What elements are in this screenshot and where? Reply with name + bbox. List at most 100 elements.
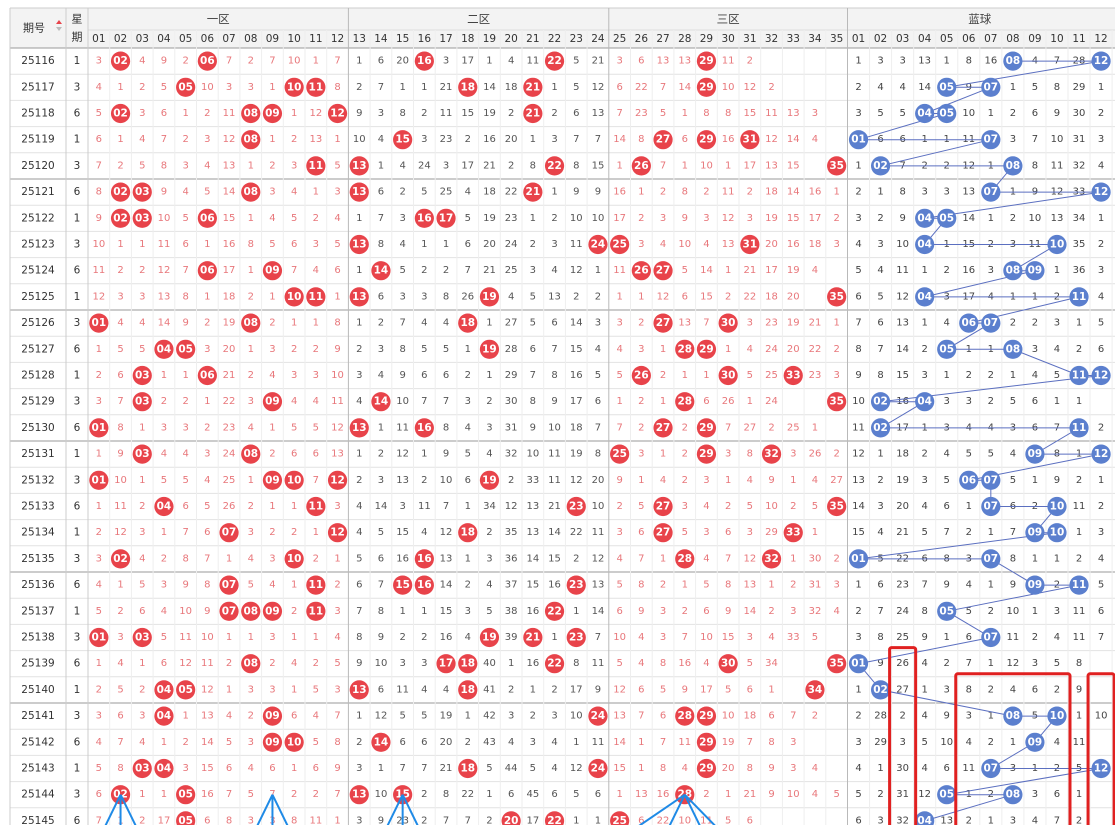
blue-ball (1025, 261, 1045, 281)
red-miss-value: 5 (573, 56, 579, 67)
red-miss-value: 7 (638, 711, 644, 722)
red-miss-value: 4 (139, 56, 145, 67)
red-miss-value: 2 (313, 213, 319, 224)
blue-miss-value: 7 (966, 658, 972, 669)
red-miss-value: 8 (551, 370, 557, 381)
red-miss-value: 24 (418, 160, 431, 171)
blue-miss-value: 3 (1032, 344, 1038, 355)
weekday-label: 1 (74, 684, 81, 696)
blue-ball (915, 208, 935, 228)
red-miss-value: 1 (182, 370, 188, 381)
red-miss-value: 1 (551, 187, 557, 198)
red-miss-value: 1 (573, 737, 579, 748)
red-miss-value: 4 (161, 606, 167, 617)
blue-ball-number: 07 (984, 763, 999, 775)
red-miss-value: 1 (356, 213, 362, 224)
issue-label: 25120 (21, 160, 54, 172)
blue-miss-value: 3 (1010, 815, 1016, 825)
red-miss-value: 5 (334, 160, 340, 171)
red-miss-value: 26 (722, 396, 735, 407)
red-ball (154, 680, 174, 700)
red-miss-value: 1 (551, 82, 557, 93)
red-miss-value: 1 (269, 501, 275, 512)
red-miss-value: 1 (291, 632, 297, 643)
blue-miss-value: 2 (988, 370, 994, 381)
red-miss-value: 3 (269, 684, 275, 695)
blue-ball (915, 103, 935, 124)
weekday-label: 3 (74, 632, 81, 644)
blue-miss-value: 10 (1029, 213, 1042, 224)
blue-miss-value: 1 (1098, 82, 1104, 93)
red-miss-value: 6 (204, 815, 210, 825)
red-miss-value: 8 (399, 344, 405, 355)
red-miss-value: 2 (638, 422, 644, 433)
red-miss-value: 2 (616, 501, 622, 512)
red-miss-value: 1 (226, 684, 232, 695)
red-ball-number: 28 (677, 553, 692, 565)
blue-ball-number: 11 (1072, 370, 1087, 382)
red-ball-number: 09 (265, 108, 280, 120)
red-miss-value: 12 (743, 82, 756, 93)
blue-miss-value: 1 (1032, 475, 1038, 486)
red-miss-value: 6 (747, 684, 753, 695)
red-miss-value: 19 (765, 213, 778, 224)
red-miss-value: 15 (700, 291, 713, 302)
red-miss-value: 10 (158, 213, 171, 224)
red-number-header: 34 (808, 33, 822, 45)
red-miss-value: 40 (483, 658, 496, 669)
blue-ball (981, 627, 1001, 648)
red-ball (696, 418, 717, 438)
red-miss-value: 8 (443, 291, 449, 302)
red-miss-value: 2 (117, 606, 123, 617)
blue-miss-value: 2 (1032, 632, 1038, 643)
blue-miss-value: 1 (855, 160, 861, 171)
red-miss-value: 5 (486, 606, 492, 617)
red-miss-value: 1 (161, 527, 167, 538)
blue-miss-value: 4 (1054, 632, 1060, 643)
blue-miss-value: 4 (855, 239, 861, 250)
red-miss-value: 15 (592, 160, 605, 171)
red-miss-value: 3 (182, 422, 188, 433)
red-miss-value: 14 (613, 737, 626, 748)
red-miss-value: 8 (399, 108, 405, 119)
issue-label: 25130 (21, 422, 54, 434)
red-ball-number: 21 (526, 186, 541, 198)
red-miss-value: 16 (809, 187, 822, 198)
red-miss-value: 12 (592, 82, 605, 93)
red-miss-value: 11 (722, 187, 735, 198)
red-miss-value: 22 (505, 187, 518, 198)
blue-miss-value: 36 (1073, 265, 1086, 276)
red-miss-value: 2 (486, 396, 492, 407)
red-miss-value: 3 (204, 134, 210, 145)
red-miss-value: 7 (443, 815, 449, 825)
blue-miss-value: 5 (899, 108, 905, 119)
red-miss-value: 6 (378, 291, 384, 302)
red-miss-value: 2 (378, 449, 384, 460)
red-miss-value: 8 (334, 737, 340, 748)
red-miss-value: 2 (768, 422, 774, 433)
red-ball-number: 02 (113, 553, 128, 565)
red-miss-value: 13 (548, 291, 561, 302)
blue-miss-value: 2 (1010, 108, 1016, 119)
red-ball-number: 12 (330, 527, 345, 539)
red-miss-value: 11 (678, 737, 691, 748)
red-miss-value: 9 (768, 789, 774, 800)
red-ball-number: 16 (417, 579, 432, 591)
blue-ball-number: 11 (1072, 422, 1087, 434)
blue-miss-value: 4 (944, 449, 950, 460)
blue-ball-number: 07 (984, 317, 999, 329)
red-ball (349, 680, 369, 700)
red-ball (132, 392, 152, 412)
red-ball-number: 19 (482, 291, 497, 303)
blue-miss-value: 3 (921, 370, 927, 381)
red-miss-value: 9 (204, 606, 210, 617)
red-miss-value: 5 (682, 265, 688, 276)
blue-miss-value: 2 (1098, 501, 1104, 512)
red-miss-value: 6 (291, 449, 297, 460)
red-miss-value: 2 (291, 344, 297, 355)
red-miss-value: 2 (204, 108, 210, 119)
blue-miss-value: 26 (896, 658, 909, 669)
red-miss-value: 3 (421, 658, 427, 669)
blue-miss-value: 11 (1073, 632, 1086, 643)
blue-miss-value: 9 (944, 580, 950, 591)
